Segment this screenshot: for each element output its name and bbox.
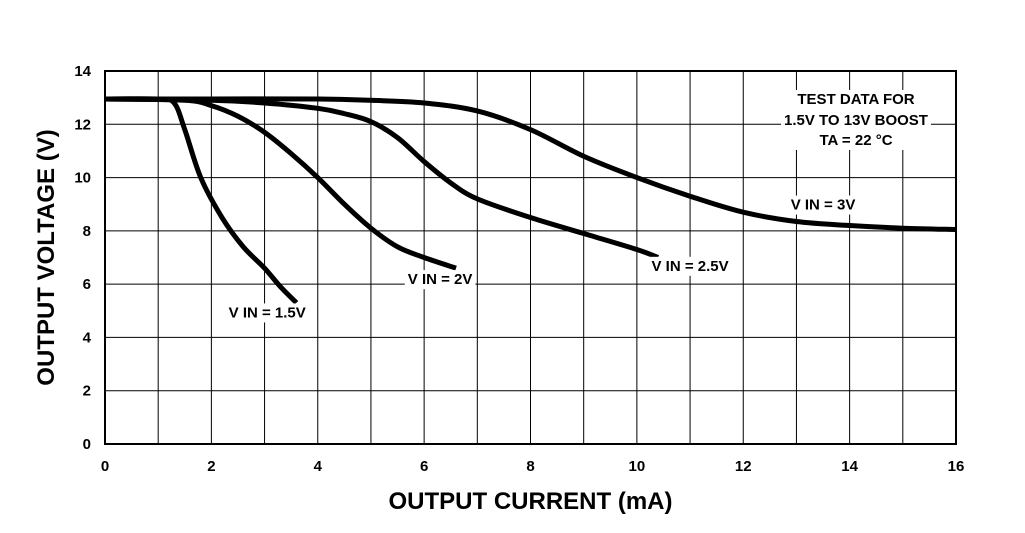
x-tick-label: 4 bbox=[314, 458, 323, 475]
y-tick-label: 2 bbox=[83, 383, 91, 400]
y-tick-label: 6 bbox=[83, 276, 91, 293]
x-tick-label: 2 bbox=[207, 458, 215, 475]
test-data-annotation: TEST DATA FOR 1.5V TO 13V BOOST TA = 22 °C bbox=[781, 90, 931, 150]
annotation-line: 1.5V TO 13V BOOST bbox=[784, 112, 928, 129]
series-label-background bbox=[787, 195, 859, 215]
series-label-background bbox=[648, 256, 732, 276]
y-tick-label: 0 bbox=[83, 436, 91, 453]
series-label-3: V IN = 3V bbox=[791, 197, 856, 214]
series-label-background bbox=[404, 270, 476, 290]
series-label-1: V IN = 2V bbox=[408, 271, 473, 288]
annotation-background bbox=[781, 90, 931, 150]
x-tick-label: 6 bbox=[420, 458, 428, 475]
y-tick-label: 8 bbox=[83, 223, 91, 240]
series-line-0 bbox=[104, 96, 299, 305]
series-line-1 bbox=[104, 96, 457, 271]
x-tick-label: 8 bbox=[526, 458, 534, 475]
x-tick-label: 12 bbox=[735, 458, 752, 475]
series-label-0: V IN = 1.5V bbox=[229, 304, 306, 321]
y-tick-label: 4 bbox=[83, 329, 92, 346]
x-tick-label: 10 bbox=[629, 458, 646, 475]
y-tick-labels: 0 2 4 6 8 10 12 14 bbox=[74, 63, 91, 453]
plot-frame bbox=[104, 70, 957, 445]
series-label-2: V IN = 2.5V bbox=[652, 258, 729, 275]
series-lines bbox=[104, 96, 957, 305]
series-line-2 bbox=[104, 96, 660, 260]
annotation-line: TEST DATA FOR bbox=[797, 91, 914, 108]
grid-lines bbox=[105, 71, 956, 444]
x-tick-labels: 0 2 4 6 8 10 12 14 16 bbox=[101, 458, 965, 475]
series-labels: V IN = 1.5V V IN = 2V V IN = 2.5V V IN = 3V bbox=[225, 195, 859, 323]
x-tick-label: 16 bbox=[948, 458, 965, 475]
series-label-background bbox=[225, 303, 309, 323]
y-tick-label: 12 bbox=[74, 116, 91, 133]
x-tick-label: 0 bbox=[101, 458, 109, 475]
y-tick-label: 10 bbox=[74, 170, 91, 187]
series-line-3 bbox=[105, 96, 957, 233]
x-tick-label: 14 bbox=[841, 458, 858, 475]
annotation-line: TA = 22 °C bbox=[819, 132, 892, 149]
y-tick-label: 14 bbox=[74, 63, 91, 80]
x-axis-title: OUTPUT CURRENT (mA) bbox=[389, 488, 673, 515]
y-axis-title: OUTPUT VOLTAGE (V) bbox=[33, 129, 60, 385]
